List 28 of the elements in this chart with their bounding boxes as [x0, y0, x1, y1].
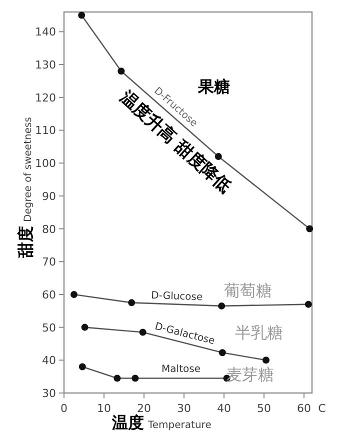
- y-axis-title: 甜度 Degree of sweetness: [16, 117, 35, 259]
- y-tick-label: 140: [35, 26, 56, 39]
- text: C: [318, 402, 326, 415]
- x-tick-label: 50: [257, 402, 271, 415]
- y-tick-label: 90: [42, 190, 56, 203]
- y-tick-label: 50: [42, 321, 56, 334]
- y-tick-label: 70: [42, 256, 56, 269]
- x-tick-label: 0: [60, 402, 68, 415]
- y-tick-label: 30: [42, 387, 56, 400]
- x-tick-label: 20: [137, 402, 151, 415]
- y-tick-label: 130: [35, 58, 56, 72]
- y-tick-label: 100: [35, 157, 56, 170]
- x-axis-title: 温度 Temperature: [111, 413, 212, 432]
- series-label: Maltose: [162, 364, 200, 376]
- x-tick-label: 10: [97, 402, 111, 415]
- y-tick-label: 80: [42, 222, 56, 236]
- y-tick-label: 40: [42, 354, 56, 368]
- series-label: D-Glucose: [150, 290, 203, 304]
- x-tick-label: 60: [297, 402, 311, 415]
- annotation: 葡萄糖: [224, 281, 272, 300]
- x-tick-label: 30: [177, 402, 191, 415]
- annotation: 半乳糖: [235, 323, 283, 342]
- y-tick-label: 120: [35, 91, 56, 104]
- annotation: 麦芽糖: [226, 365, 274, 384]
- y-tick-label: 60: [42, 288, 56, 302]
- y-tick-label: 110: [35, 124, 56, 138]
- x-tick-label: 40: [217, 402, 231, 415]
- annotation: 果糖: [197, 77, 230, 96]
